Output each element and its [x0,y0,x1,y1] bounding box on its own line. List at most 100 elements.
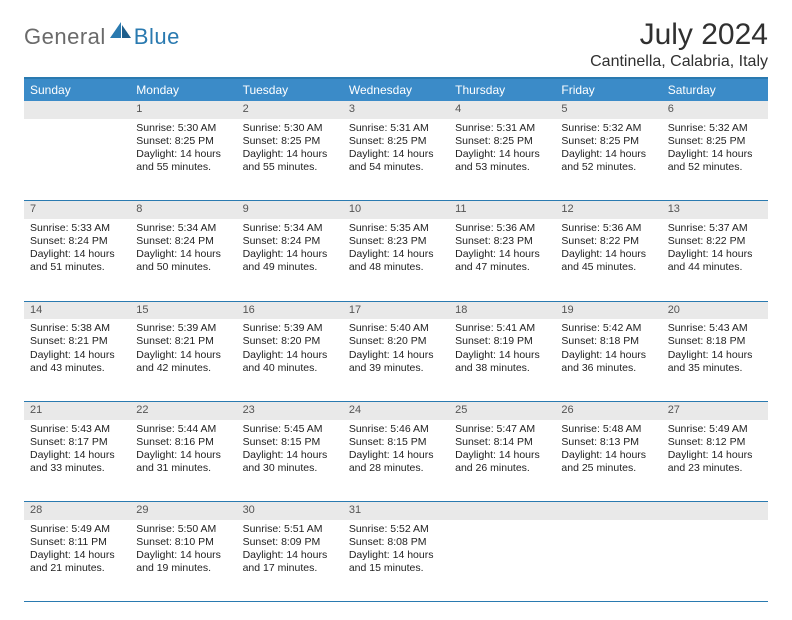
day-number [662,502,768,520]
day-cell-body: Sunrise: 5:51 AMSunset: 8:09 PMDaylight:… [237,520,343,582]
day1-text: Daylight: 14 hours [349,549,443,562]
sunrise-text: Sunrise: 5:39 AM [243,322,337,335]
day-number: 21 [24,401,130,419]
day1-text: Daylight: 14 hours [243,248,337,261]
sunrise-text: Sunrise: 5:30 AM [136,122,230,135]
day-number: 28 [24,502,130,520]
day-number: 20 [662,301,768,319]
day-cell-body: Sunrise: 5:36 AMSunset: 8:23 PMDaylight:… [449,219,555,281]
weekday-header: Monday [130,79,236,101]
day-number: 4 [449,101,555,119]
day-number: 18 [449,301,555,319]
day-cell-body: Sunrise: 5:30 AMSunset: 8:25 PMDaylight:… [237,119,343,181]
day-number: 17 [343,301,449,319]
sunset-text: Sunset: 8:18 PM [561,335,655,348]
day-cell-body: Sunrise: 5:42 AMSunset: 8:18 PMDaylight:… [555,319,661,381]
day2-text: and 31 minutes. [136,462,230,475]
day-cell: Sunrise: 5:36 AMSunset: 8:23 PMDaylight:… [449,219,555,301]
day2-text: and 52 minutes. [561,161,655,174]
day-cell: Sunrise: 5:32 AMSunset: 8:25 PMDaylight:… [662,119,768,201]
sunrise-text: Sunrise: 5:34 AM [136,222,230,235]
day1-text: Daylight: 14 hours [561,248,655,261]
day-cell-body: Sunrise: 5:31 AMSunset: 8:25 PMDaylight:… [449,119,555,181]
day1-text: Daylight: 14 hours [561,148,655,161]
day-number [555,502,661,520]
day2-text: and 47 minutes. [455,261,549,274]
sunset-text: Sunset: 8:12 PM [668,436,762,449]
day1-text: Daylight: 14 hours [243,449,337,462]
day1-text: Daylight: 14 hours [136,349,230,362]
day-cell-body: Sunrise: 5:34 AMSunset: 8:24 PMDaylight:… [237,219,343,281]
day-cell: Sunrise: 5:39 AMSunset: 8:21 PMDaylight:… [130,319,236,401]
day-number-row: 14151617181920 [24,301,768,319]
day-cell: Sunrise: 5:34 AMSunset: 8:24 PMDaylight:… [237,219,343,301]
day-cell-body: Sunrise: 5:44 AMSunset: 8:16 PMDaylight:… [130,420,236,482]
day-number-row: 78910111213 [24,201,768,219]
sunset-text: Sunset: 8:25 PM [455,135,549,148]
day-cell: Sunrise: 5:50 AMSunset: 8:10 PMDaylight:… [130,520,236,602]
day-cell: Sunrise: 5:48 AMSunset: 8:13 PMDaylight:… [555,420,661,502]
day-cell-body: Sunrise: 5:47 AMSunset: 8:14 PMDaylight:… [449,420,555,482]
day-number: 19 [555,301,661,319]
day-number: 6 [662,101,768,119]
day1-text: Daylight: 14 hours [668,349,762,362]
sunset-text: Sunset: 8:20 PM [243,335,337,348]
sunset-text: Sunset: 8:25 PM [136,135,230,148]
sunset-text: Sunset: 8:17 PM [30,436,124,449]
sunrise-text: Sunrise: 5:40 AM [349,322,443,335]
day-cell [24,119,130,201]
day2-text: and 53 minutes. [455,161,549,174]
sunrise-text: Sunrise: 5:35 AM [349,222,443,235]
day2-text: and 43 minutes. [30,362,124,375]
day-number: 8 [130,201,236,219]
day2-text: and 52 minutes. [668,161,762,174]
day2-text: and 49 minutes. [243,261,337,274]
day2-text: and 36 minutes. [561,362,655,375]
day2-text: and 26 minutes. [455,462,549,475]
day2-text: and 33 minutes. [30,462,124,475]
day-cell: Sunrise: 5:40 AMSunset: 8:20 PMDaylight:… [343,319,449,401]
sunrise-text: Sunrise: 5:52 AM [349,523,443,536]
day-cell-body: Sunrise: 5:48 AMSunset: 8:13 PMDaylight:… [555,420,661,482]
week-row: Sunrise: 5:38 AMSunset: 8:21 PMDaylight:… [24,319,768,401]
day-cell [662,520,768,602]
day1-text: Daylight: 14 hours [349,248,443,261]
week-row: Sunrise: 5:49 AMSunset: 8:11 PMDaylight:… [24,520,768,602]
day-cell-body: Sunrise: 5:52 AMSunset: 8:08 PMDaylight:… [343,520,449,582]
day-number: 10 [343,201,449,219]
day2-text: and 35 minutes. [668,362,762,375]
day2-text: and 45 minutes. [561,261,655,274]
day-cell-body: Sunrise: 5:49 AMSunset: 8:11 PMDaylight:… [24,520,130,582]
day-number: 15 [130,301,236,319]
day-cell: Sunrise: 5:32 AMSunset: 8:25 PMDaylight:… [555,119,661,201]
day1-text: Daylight: 14 hours [668,248,762,261]
sunrise-text: Sunrise: 5:37 AM [668,222,762,235]
day2-text: and 54 minutes. [349,161,443,174]
day-number: 22 [130,401,236,419]
sunset-text: Sunset: 8:23 PM [455,235,549,248]
day-cell: Sunrise: 5:31 AMSunset: 8:25 PMDaylight:… [449,119,555,201]
day2-text: and 17 minutes. [243,562,337,575]
day-number: 9 [237,201,343,219]
sunset-text: Sunset: 8:13 PM [561,436,655,449]
day-number: 11 [449,201,555,219]
day-cell: Sunrise: 5:43 AMSunset: 8:17 PMDaylight:… [24,420,130,502]
week-row: Sunrise: 5:33 AMSunset: 8:24 PMDaylight:… [24,219,768,301]
day-cell-body: Sunrise: 5:32 AMSunset: 8:25 PMDaylight:… [555,119,661,181]
sunrise-text: Sunrise: 5:45 AM [243,423,337,436]
day-cell-body: Sunrise: 5:36 AMSunset: 8:22 PMDaylight:… [555,219,661,281]
day-number: 27 [662,401,768,419]
day1-text: Daylight: 14 hours [668,148,762,161]
sunrise-text: Sunrise: 5:36 AM [561,222,655,235]
day1-text: Daylight: 14 hours [349,449,443,462]
sunset-text: Sunset: 8:15 PM [243,436,337,449]
day1-text: Daylight: 14 hours [30,449,124,462]
day-number: 3 [343,101,449,119]
day-number: 1 [130,101,236,119]
day-number: 30 [237,502,343,520]
day1-text: Daylight: 14 hours [243,349,337,362]
sunrise-text: Sunrise: 5:39 AM [136,322,230,335]
logo-text-blue: Blue [134,24,180,50]
day2-text: and 39 minutes. [349,362,443,375]
day1-text: Daylight: 14 hours [243,148,337,161]
